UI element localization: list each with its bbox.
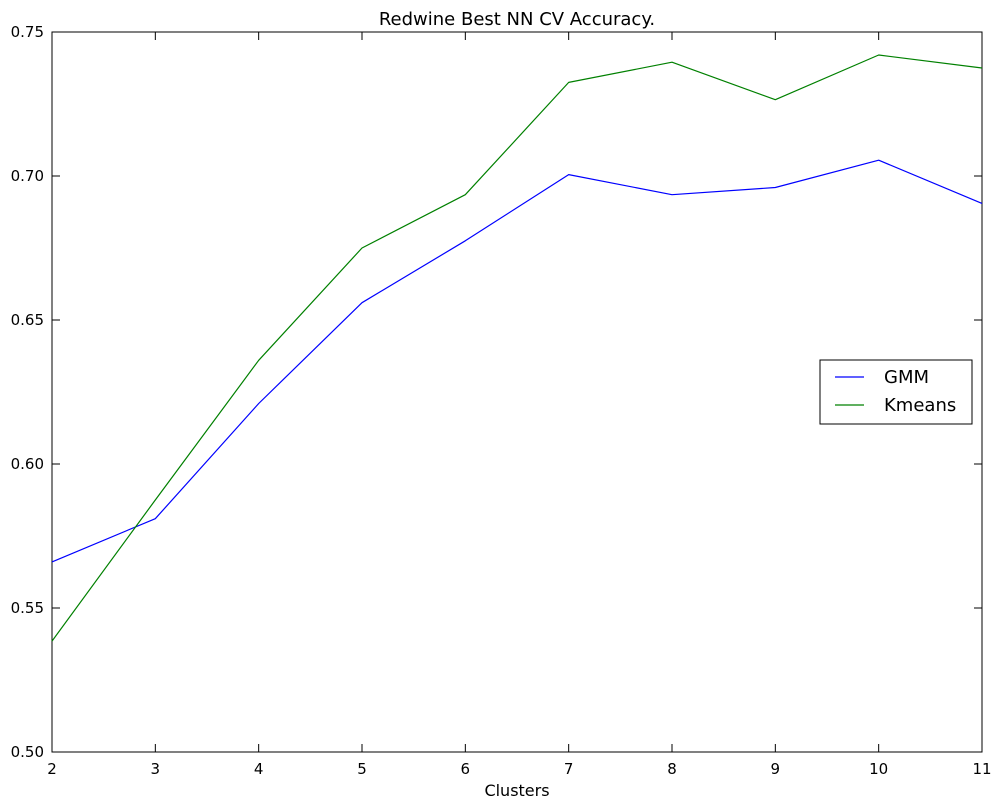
chart-title: Redwine Best NN CV Accuracy. (379, 9, 655, 30)
legend-box (819, 359, 973, 425)
y-tick-label: 0.70 (11, 167, 44, 185)
series-lines (51, 54, 983, 642)
x-tick-label: 7 (564, 760, 574, 778)
y-tick-label: 0.65 (11, 311, 44, 329)
y-tick-label: 0.75 (11, 23, 44, 41)
legend-label-kmeans: Kmeans (884, 395, 956, 416)
y-tick-label: 0.50 (11, 743, 44, 761)
series-line-kmeans (51, 54, 983, 642)
series-line-gmm (51, 159, 983, 563)
legend: GMM Kmeans (819, 359, 973, 425)
x-tick-label: 3 (151, 760, 161, 778)
x-tick-label: 8 (667, 760, 677, 778)
x-tick-label: 9 (771, 760, 781, 778)
y-tick-label: 0.60 (11, 455, 44, 473)
x-tick-label: 10 (869, 760, 888, 778)
x-tick-label: 4 (254, 760, 264, 778)
y-tick-label: 0.55 (11, 599, 44, 617)
axis-ticks: 2 3 4 5 6 7 8 9 10 11 0.50 0.55 0.60 0.65 0.70 0.75 (11, 23, 992, 778)
x-tick-label: 6 (461, 760, 471, 778)
x-tick-label: 11 (972, 760, 991, 778)
x-tick-label: 5 (357, 760, 367, 778)
x-axis-label: Clusters (484, 781, 549, 800)
x-tick-label: 2 (47, 760, 57, 778)
legend-label-gmm: GMM (884, 367, 929, 388)
